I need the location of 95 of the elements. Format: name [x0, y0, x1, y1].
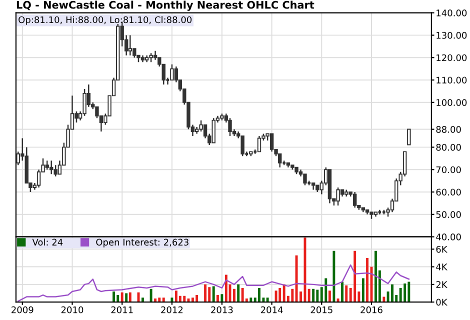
bar [208, 287, 211, 302]
bar [282, 284, 286, 302]
bar [374, 250, 377, 302]
bar [345, 285, 348, 302]
bar [332, 250, 336, 302]
bar [237, 284, 240, 302]
candlestick [203, 124, 208, 139]
x-tick-label: 2013 [211, 306, 233, 314]
bar [266, 298, 269, 302]
bar [212, 286, 215, 302]
bar [354, 250, 356, 302]
y-tick-label: 80.00 [436, 144, 461, 151]
bar [300, 291, 302, 302]
chart-title: LQ - NewCastle Coal - Monthly Nearest OHLC Chart [16, 0, 314, 11]
bar [158, 298, 161, 302]
candlestick [95, 106, 99, 119]
bar [196, 295, 198, 302]
candlestick [336, 186, 340, 206]
y-tick-label: 130.00 [436, 32, 467, 39]
y-tick-label: 110.00 [436, 76, 467, 84]
candlestick [50, 160, 54, 175]
line-series [18, 264, 410, 302]
x-tick-label: 2015 [310, 306, 332, 314]
candlestick [170, 64, 174, 81]
x-tick-label: 2009 [12, 306, 34, 314]
y-tick-label: 2K [436, 281, 448, 288]
y-tick-label: 60.00 [436, 188, 461, 196]
candlestick [407, 128, 411, 146]
candlestick [199, 120, 203, 132]
bar [120, 292, 124, 302]
bar [183, 296, 186, 302]
candlestick [36, 168, 41, 188]
bar [241, 288, 244, 302]
candlestick [82, 88, 86, 116]
y-tick-label: 70.00 [436, 166, 461, 174]
bar [316, 290, 319, 302]
bar [408, 282, 410, 302]
legend-label: Open Interest: 2,623 [96, 238, 188, 248]
bar [162, 298, 165, 302]
bar [220, 294, 224, 302]
bar [341, 282, 344, 302]
bar [125, 293, 128, 302]
x-tick-label: 2016 [360, 306, 382, 314]
bar [308, 288, 310, 302]
candlestick [352, 191, 357, 208]
bar [112, 291, 115, 302]
candlestick [16, 151, 20, 166]
y-tick-label: 140.00 [436, 10, 467, 16]
candlestick [212, 117, 216, 144]
bar [170, 298, 174, 302]
bar [258, 288, 260, 302]
bar [362, 278, 364, 302]
bar [391, 284, 394, 302]
bar [150, 288, 152, 302]
y-tick-label: 0K [436, 298, 448, 306]
bar [128, 292, 132, 302]
bar [328, 290, 331, 302]
y-tick-label: 100.00 [436, 99, 467, 106]
annotation: Op:81.10, Hi:88.00, Lo:81.10, Cl:88.00 [18, 16, 192, 25]
bar [216, 295, 219, 302]
candlestick [278, 153, 282, 168]
bar [116, 295, 120, 302]
bar [224, 274, 228, 302]
candlestick [257, 135, 262, 152]
candlestick [270, 133, 274, 152]
bar [312, 288, 315, 302]
y-tick-label: 4K [436, 264, 448, 270]
bar [191, 298, 194, 302]
bar [366, 258, 368, 302]
bar [278, 288, 282, 302]
bar [142, 298, 144, 302]
bar [324, 278, 328, 302]
y-tick-label: 120.00 [436, 54, 467, 62]
x-tick-label: 2010 [61, 306, 84, 314]
x-tick-label: 2014 [260, 306, 283, 314]
bar [291, 288, 294, 302]
y-tick-label: 6K [436, 246, 448, 253]
bar [250, 298, 252, 302]
candlestick [240, 135, 244, 157]
x-tick-label: 2011 [111, 306, 133, 314]
candlestick [228, 117, 232, 137]
bar [233, 288, 236, 302]
y-tick-label: 50.00 [436, 211, 461, 218]
y-tick-label: 40.00 [436, 234, 461, 240]
bar [204, 284, 207, 302]
x-tick-label: 2012 [161, 306, 183, 314]
bar [404, 284, 406, 302]
candlestick [303, 173, 307, 186]
bar [174, 290, 178, 302]
candlestick [128, 34, 132, 56]
legend-label: Vol: 24 [32, 238, 63, 246]
bar [274, 290, 278, 302]
y-tick-label: 88.00 [436, 126, 461, 133]
candlestick [54, 164, 58, 177]
bar [399, 288, 402, 302]
